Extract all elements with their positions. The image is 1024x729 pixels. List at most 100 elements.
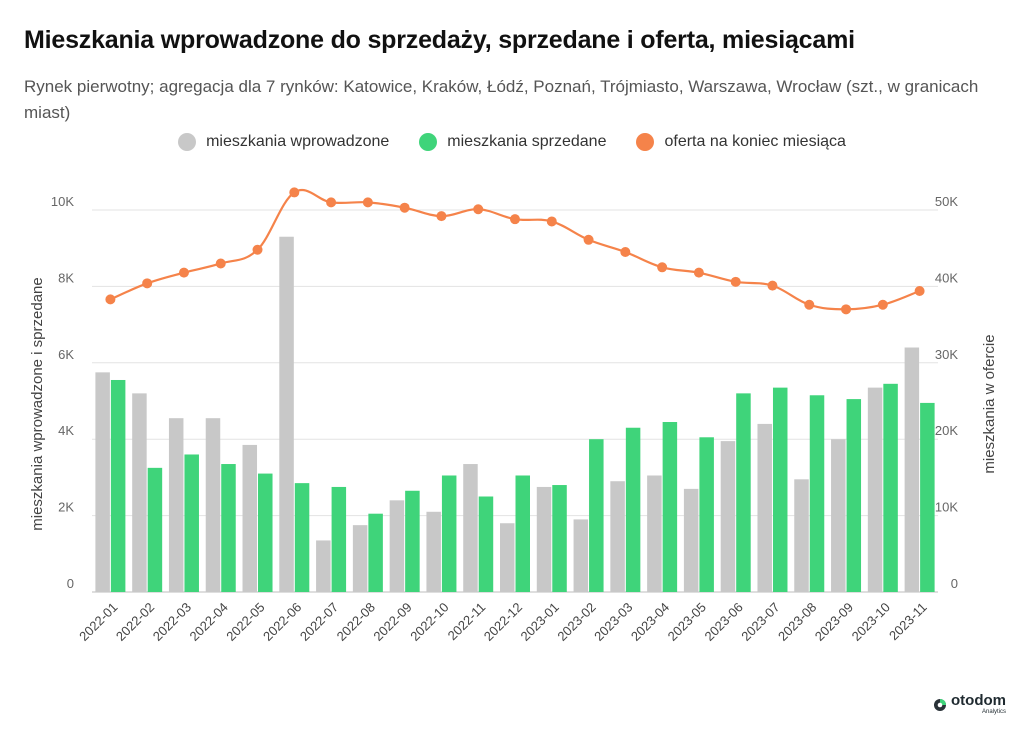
offer-point <box>804 299 815 310</box>
chart-title: Mieszkania wprowadzone do sprzedaży, spr… <box>24 26 855 54</box>
legend: mieszkania wprowadzone mieszkania sprzed… <box>0 133 1024 151</box>
offer-point <box>399 202 410 213</box>
x-tick-label: 2023-01 <box>518 600 562 644</box>
offer-point <box>105 294 116 305</box>
offer-point <box>914 285 925 296</box>
y-right-tick-label: 40K <box>935 270 958 285</box>
bar-introduced <box>463 464 478 592</box>
y-right-axis-title: mieszkania w ofercie <box>981 334 998 473</box>
x-tick-label: 2023-10 <box>849 600 893 644</box>
x-tick-label: 2023-06 <box>701 600 745 644</box>
x-tick-label: 2023-03 <box>591 600 635 644</box>
x-tick-label: 2022-11 <box>445 600 489 644</box>
x-tick-label: 2023-04 <box>628 600 672 644</box>
offer-point <box>546 216 557 227</box>
x-tick-label: 2022-05 <box>223 600 267 644</box>
offer-point <box>326 197 337 208</box>
bar-sold <box>625 427 641 592</box>
bar-sold <box>846 399 862 592</box>
bar-sold <box>221 464 236 592</box>
y-right-tick-label: 30K <box>935 347 958 362</box>
bar-sold <box>478 496 494 592</box>
bar-sold <box>110 379 126 592</box>
y-right-tick-label: 0 <box>951 576 958 591</box>
offer-point <box>473 204 484 215</box>
logo-sub: Analytics <box>981 709 1006 715</box>
y-left-tick-label: 4K <box>58 423 74 438</box>
offer-point <box>142 278 153 289</box>
bar-introduced <box>794 479 809 592</box>
otodom-logo-icon <box>934 698 947 711</box>
bar-sold <box>441 475 457 592</box>
legend-swatch-sold <box>419 133 438 151</box>
bar-sold <box>772 387 788 592</box>
bar-introduced <box>316 540 331 592</box>
bar-sold <box>809 395 825 592</box>
x-tick-label: 2022-08 <box>334 600 378 644</box>
x-tick-label: 2022-07 <box>297 600 341 644</box>
bar-sold <box>699 437 714 592</box>
legend-item-sold: mieszkania sprzedane <box>419 133 606 151</box>
otodom-logo: otodom Analytics <box>933 693 1006 715</box>
legend-label-introduced: mieszkania wprowadzone <box>206 133 390 150</box>
x-tick-label: 2023-08 <box>775 600 819 644</box>
offer-point <box>877 299 888 310</box>
bar-sold <box>368 513 383 592</box>
bar-sold <box>331 486 347 592</box>
bar-introduced <box>536 486 552 592</box>
x-tick-label: 2022-06 <box>260 600 304 644</box>
bar-sold <box>147 467 163 592</box>
x-tick-label: 2022-03 <box>150 600 194 644</box>
bar-sold <box>515 475 530 592</box>
bar-sold <box>589 439 604 592</box>
x-tick-label: 2022-12 <box>481 600 525 644</box>
bar-sold <box>552 485 567 592</box>
y-left-axis-title: mieszkania wprowadzone i sprzedane <box>29 277 46 530</box>
legend-swatch-offer <box>636 133 655 151</box>
offer-point <box>178 267 189 278</box>
x-tick-label: 2022-09 <box>370 600 414 644</box>
x-tick-label: 2022-04 <box>187 600 231 644</box>
bar-sold <box>258 473 273 592</box>
x-tick-label: 2022-02 <box>113 600 157 644</box>
y-right-tick-label: 20K <box>935 423 958 438</box>
offer-line <box>109 189 920 311</box>
offer-point <box>693 267 704 278</box>
bar-sold <box>662 422 678 592</box>
x-tick-label: 2023-09 <box>812 600 856 644</box>
offer-point <box>767 280 778 291</box>
bar-introduced <box>904 347 920 592</box>
bar-introduced <box>683 488 699 592</box>
bar-sold <box>883 383 898 592</box>
legend-label-sold: mieszkania sprzedane <box>447 133 607 150</box>
legend-label-offer: oferta na koniec miesiąca <box>664 133 846 150</box>
bar-introduced <box>831 439 846 592</box>
bar-sold <box>920 402 935 592</box>
bar-introduced <box>610 481 625 592</box>
bar-introduced <box>720 441 736 592</box>
legend-item-introduced: mieszkania wprowadzone <box>178 133 389 151</box>
bar-introduced <box>757 423 772 592</box>
y-left-tick-label: 6K <box>58 347 74 362</box>
bar-sold <box>405 490 420 592</box>
offer-point <box>252 244 263 255</box>
chart-subtitle: Rynek pierwotny; agregacja dla 7 rynków:… <box>24 77 979 122</box>
y-right-tick-label: 10K <box>935 500 958 515</box>
bar-introduced <box>168 418 184 592</box>
bar-introduced <box>426 511 441 592</box>
y-right-tick-label: 50K <box>935 194 958 209</box>
bar-introduced <box>647 475 662 592</box>
y-left-tick-label: 8K <box>58 270 74 285</box>
offer-point <box>620 247 631 258</box>
x-tick-label: 2022-10 <box>407 600 451 644</box>
bar-introduced <box>573 519 589 592</box>
bar-introduced <box>867 387 883 592</box>
offer-point <box>510 214 520 225</box>
offer-point <box>841 304 852 315</box>
bar-introduced <box>500 523 515 592</box>
bar-sold <box>184 454 199 592</box>
offer-point <box>583 234 594 245</box>
x-tick-label: 2023-07 <box>738 600 782 644</box>
bar-introduced <box>352 525 368 592</box>
